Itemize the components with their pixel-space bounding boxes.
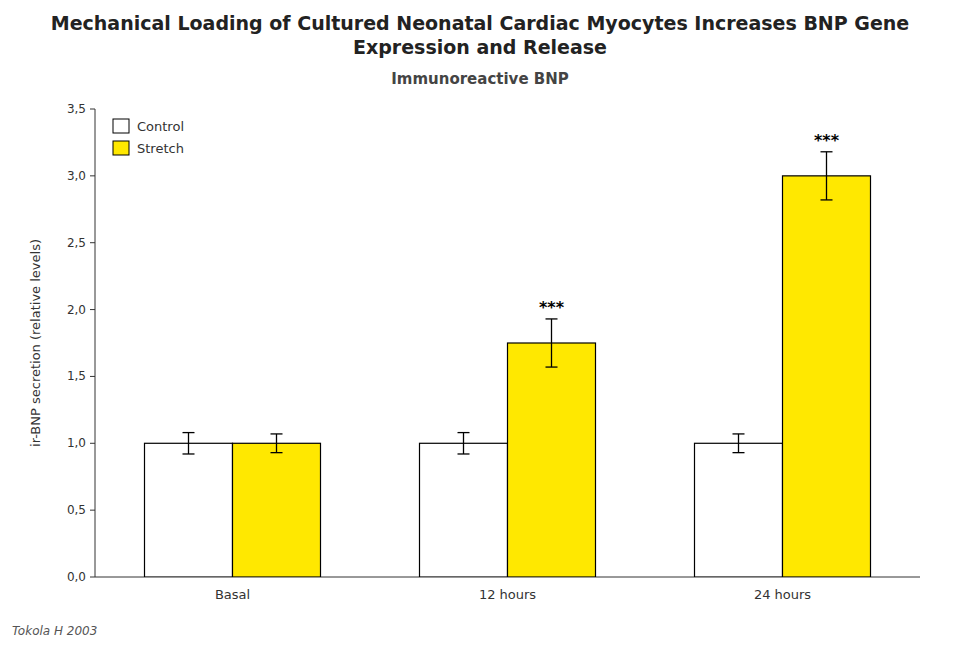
x-tick-label: 24 hours: [754, 587, 811, 602]
significance-label: ***: [539, 298, 565, 317]
error-bar: [183, 433, 195, 454]
y-tick-label: 3,0: [67, 169, 86, 183]
x-tick-label: 12 hours: [479, 587, 536, 602]
bar: [508, 343, 596, 577]
y-tick-label: 0,5: [67, 503, 86, 517]
source-note: Tokola H 2003: [12, 624, 97, 638]
error-line: [826, 152, 827, 200]
error-bar: [733, 434, 745, 453]
error-line: [551, 319, 552, 367]
y-tick-label: 0,0: [67, 570, 86, 584]
error-cap: [733, 452, 745, 453]
title-line: Mechanical Loading of Cultured Neonatal …: [51, 12, 909, 34]
error-line: [738, 434, 739, 453]
error-line: [276, 434, 277, 453]
bar: [420, 443, 508, 577]
y-tick-label: 2,0: [67, 303, 86, 317]
subtitle: Immunoreactive BNP: [391, 70, 569, 88]
bar: [695, 443, 783, 577]
error-cap: [183, 453, 195, 454]
error-cap: [821, 151, 833, 152]
error-cap: [183, 432, 195, 433]
y-tick-label: 1,5: [67, 369, 86, 383]
legend-label: Stretch: [137, 141, 184, 156]
title-line: Expression and Release: [353, 36, 607, 58]
error-cap: [733, 433, 745, 434]
y-tick-label: 2,5: [67, 236, 86, 250]
x-axis: Basal 12 hours 24 hours: [95, 577, 920, 602]
error-line: [463, 433, 464, 454]
bar: [233, 443, 321, 577]
error-line: [188, 433, 189, 454]
page: {"chart_data": {"type": "bar", "title": …: [0, 0, 960, 647]
error-cap: [271, 433, 283, 434]
error-cap: [546, 318, 558, 319]
significance-label: ***: [814, 131, 840, 150]
y-tick: [90, 242, 95, 243]
bar: [783, 176, 871, 577]
y-axis: 0,0 0,5 1,0 1,5 2,0 2,5 3,0 3,5: [67, 102, 95, 584]
x-tick-label: Basal: [215, 587, 250, 602]
chart: Mechanical Loading of Cultured Neonatal …: [0, 0, 960, 647]
error-bar: [271, 434, 283, 453]
y-tick: [90, 309, 95, 310]
error-bar: [821, 152, 833, 200]
y-tick: [90, 376, 95, 377]
y-tick-label: 3,5: [67, 102, 86, 116]
y-tick: [90, 175, 95, 176]
bars: [145, 152, 871, 577]
legend-swatch: [113, 119, 129, 133]
y-tick-label: 1,0: [67, 436, 86, 450]
error-cap: [271, 452, 283, 453]
legend-label: Control: [137, 119, 184, 134]
legend: Control Stretch: [113, 119, 184, 156]
legend-swatch: [113, 141, 129, 155]
y-axis-label: ir-BNP secretion (relative levels): [28, 239, 43, 447]
bar: [145, 443, 233, 577]
y-axis-line: [95, 109, 96, 577]
y-tick: [90, 510, 95, 511]
error-cap: [458, 432, 470, 433]
y-tick: [90, 109, 95, 110]
y-tick: [90, 577, 95, 578]
error-cap: [821, 199, 833, 200]
annotations: *** *** Tokola H 2003: [12, 131, 840, 638]
error-bar: [546, 319, 558, 367]
title: Mechanical Loading of Cultured Neonatal …: [51, 12, 909, 58]
error-cap: [458, 453, 470, 454]
error-cap: [546, 366, 558, 367]
y-tick: [90, 443, 95, 444]
error-bar: [458, 433, 470, 454]
